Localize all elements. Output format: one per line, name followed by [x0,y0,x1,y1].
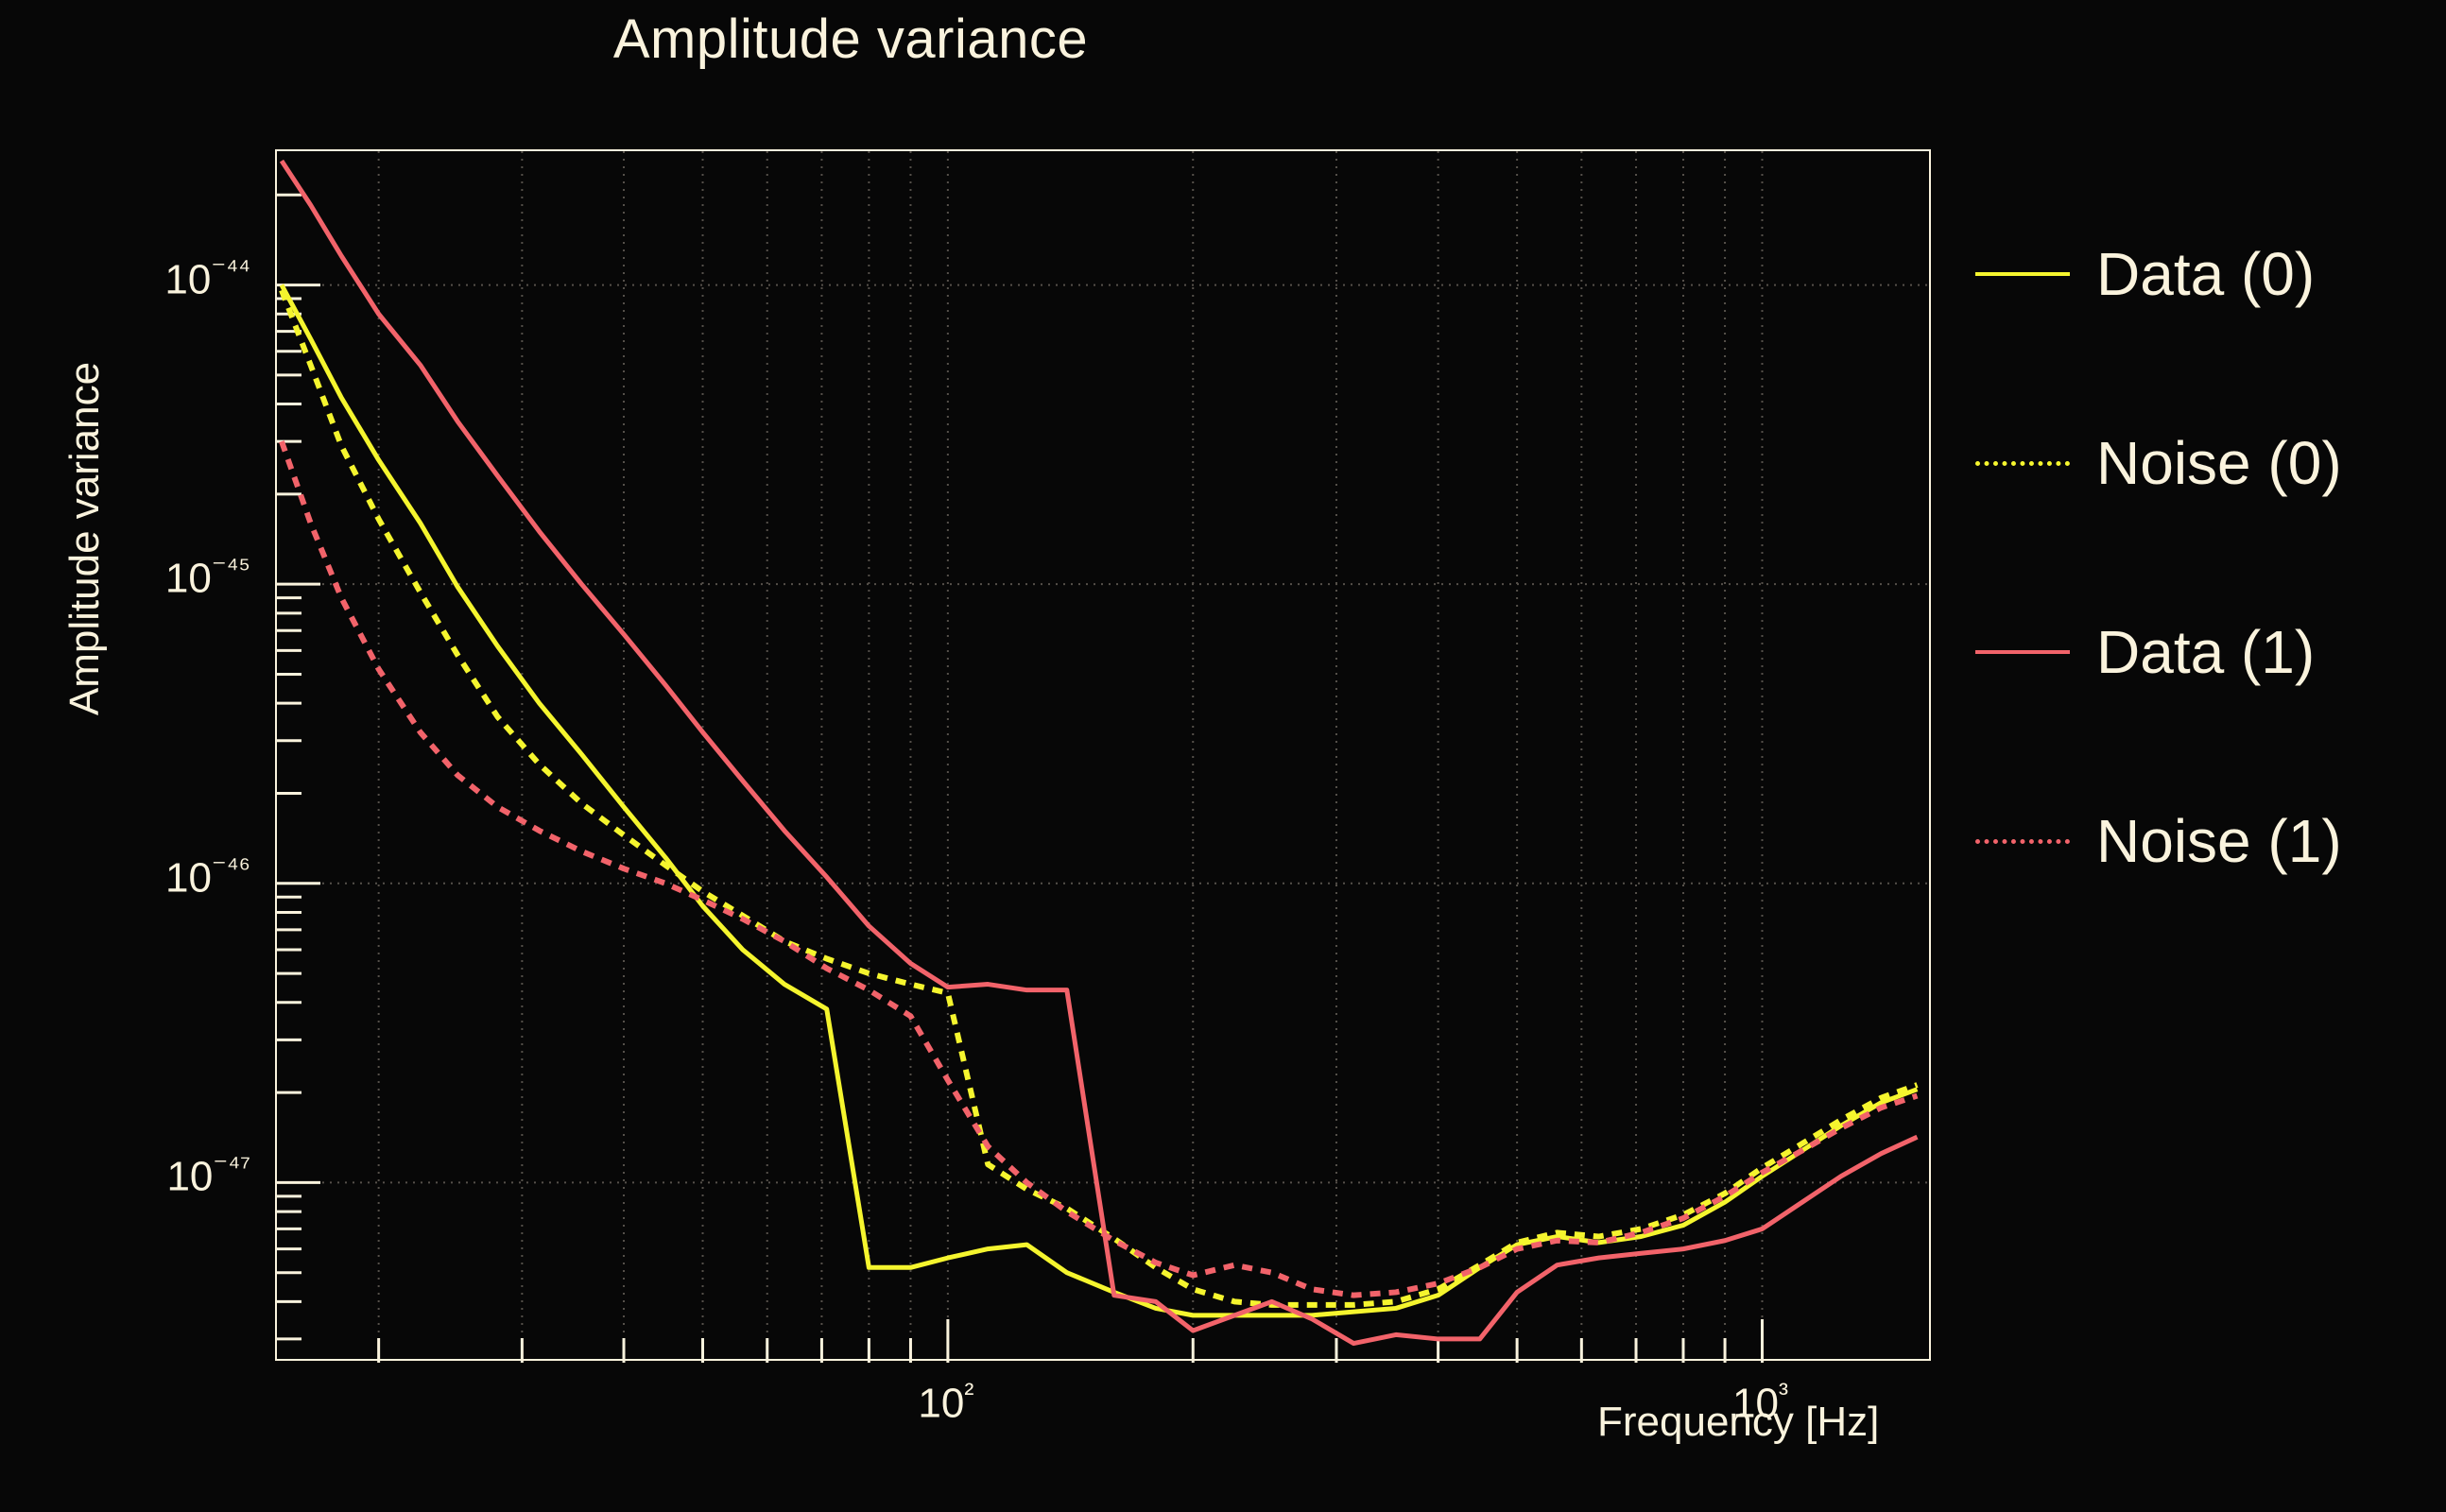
series-line-0 [279,284,1919,1318]
legend-swatch-dashed-icon [1975,839,2070,844]
plot-area [277,151,1933,1363]
legend: Data (0) Noise (0) Data (1) Noise (1) [1975,227,2420,983]
legend-label: Data (0) [2096,240,2316,308]
x-tick-label: 10³ [1731,1378,1788,1427]
legend-label: Data (1) [2096,618,2316,686]
y-axis-title: Amplitude variance [61,361,108,716]
legend-entry[interactable]: Data (0) [1975,227,2420,416]
legend-swatch-solid-icon [1975,272,2070,276]
y-tick-label: 10⁻⁴⁴ [164,253,250,303]
y-tick-label: 10⁻⁴⁷ [166,1151,250,1201]
series-line-2 [279,159,1919,1347]
x-tick-label: 10² [918,1378,974,1427]
page-title: Amplitude variance [612,9,1089,70]
y-tick-label: 10⁻⁴⁵ [164,553,250,602]
x-axis-title: Frequency [Hz] [1597,1399,1880,1445]
legend-entry[interactable]: Data (1) [1975,605,2420,794]
legend-label: Noise (0) [2096,429,2342,497]
legend-swatch-dashed-icon [1975,461,2070,466]
plot-frame [275,149,1933,1363]
legend-entry[interactable]: Noise (1) [1975,794,2420,983]
y-tick-label: 10⁻⁴⁶ [164,851,250,902]
legend-swatch-solid-icon [1975,650,2070,654]
legend-label: Noise (1) [2096,807,2342,875]
series-line-3 [279,440,1919,1298]
series-line-1 [279,289,1919,1308]
legend-entry[interactable]: Noise (0) [1975,416,2420,605]
